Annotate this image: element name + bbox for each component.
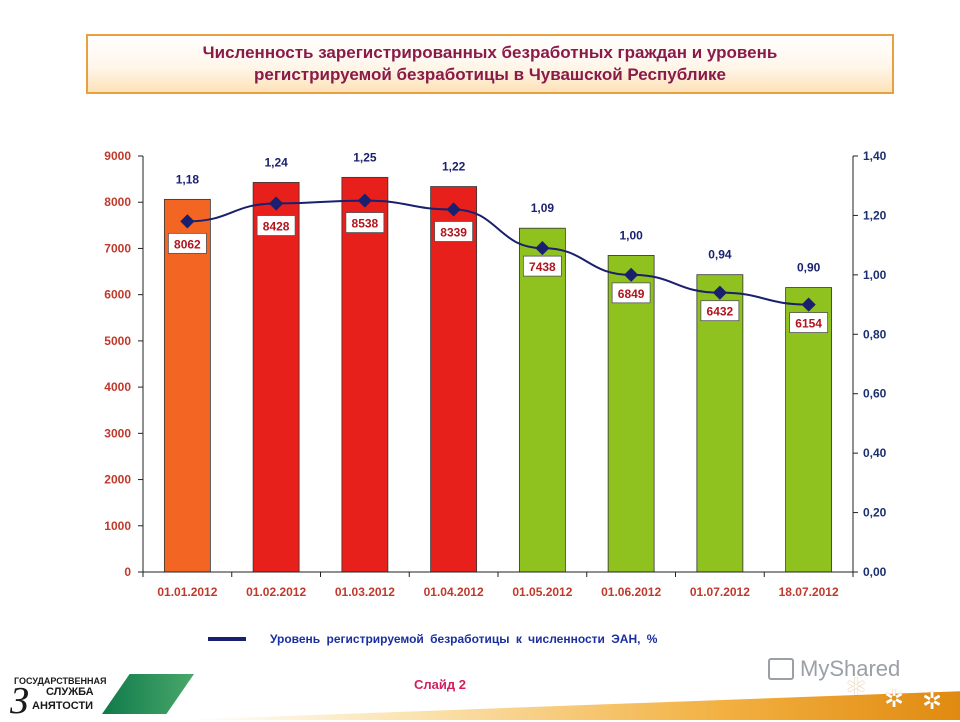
y-right-tick-label: 0,20 [863, 506, 887, 520]
line-data-label: 1,22 [442, 160, 466, 174]
y-right-tick-label: 1,40 [863, 149, 887, 163]
y-left-tick-label: 2000 [104, 473, 131, 487]
y-left-tick-label: 0 [124, 565, 131, 579]
logo-big-letter: З [10, 680, 29, 722]
bar-label-box [434, 221, 474, 242]
x-tick-label: 01.01.2012 [157, 585, 217, 599]
line-data-label: 1,24 [264, 155, 288, 169]
bar-label-box [345, 212, 385, 233]
logo-line2: СЛУЖБА [46, 686, 94, 698]
title-box: Численность зарегистрированных безработн… [86, 34, 894, 94]
line-point [269, 196, 284, 211]
y-right-tick-label: 0,80 [863, 327, 887, 341]
bar-data-label: 8538 [352, 217, 379, 231]
bar-data-label: 8428 [263, 220, 290, 234]
line-data-label: 1,18 [176, 172, 200, 186]
bar-data-label: 8339 [440, 225, 467, 239]
y-right-tick-label: 1,20 [863, 208, 887, 222]
line-point [801, 297, 816, 312]
presentation-icon [768, 658, 794, 680]
y-left-tick-label: 4000 [104, 380, 131, 394]
legend: Уровень регистрируемой безработицы к чис… [208, 630, 657, 648]
line-point [535, 241, 550, 256]
legend-swatch-line [208, 637, 246, 641]
bar-data-label: 6154 [795, 317, 822, 331]
x-tick-label: 01.04.2012 [424, 585, 484, 599]
bar [252, 182, 300, 573]
y-right-tick-label: 0,60 [863, 387, 887, 401]
logo: ГОСУДАРСТВЕННАЯ СЛУЖБА З АНЯТОСТИ [6, 668, 196, 720]
logo-stripe [102, 674, 194, 714]
bar-label-box [522, 255, 562, 277]
bar [163, 198, 211, 573]
star-icon: ✲ [884, 686, 905, 713]
y-left-tick-label: 5000 [104, 334, 131, 348]
chart-title-line1: Численность зарегистрированных безработн… [202, 43, 778, 62]
line-point [712, 285, 727, 300]
line-point [446, 202, 461, 217]
bar-data-label: 6849 [618, 287, 645, 301]
line-data-label: 0,90 [797, 261, 821, 275]
line-data-label: 1,00 [619, 228, 643, 242]
bar-data-label: 7438 [529, 260, 556, 274]
slide-label: Слайд 2 [414, 677, 466, 692]
logo-line1: ГОСУДАРСТВЕННАЯ [14, 676, 107, 686]
x-tick-label: 01.03.2012 [335, 585, 395, 599]
y-right-tick-label: 1,00 [863, 268, 887, 282]
line-point [624, 267, 639, 282]
bar [607, 255, 655, 573]
line-data-label: 1,09 [531, 201, 555, 215]
logo-line3: АНЯТОСТИ [32, 700, 94, 712]
y-left-tick-label: 8000 [104, 195, 131, 209]
bar [785, 287, 833, 573]
x-tick-label: 01.07.2012 [690, 585, 750, 599]
star-icon: ✲ [922, 688, 943, 715]
y-right-tick-label: 0,00 [863, 565, 887, 579]
bar-data-label: 8062 [174, 237, 201, 251]
bar [341, 176, 389, 573]
bar-label-box [700, 300, 740, 322]
line-point [180, 214, 195, 229]
star-icon: ✲ [846, 674, 867, 701]
bar [518, 227, 566, 573]
legend-label: Уровень регистрируемой безработицы к чис… [270, 632, 658, 646]
x-tick-label: 18.07.2012 [779, 585, 839, 599]
y-left-tick-label: 7000 [104, 241, 131, 255]
bar-data-label: 6432 [707, 305, 734, 319]
watermark-text: MyShared [800, 656, 901, 681]
x-tick-label: 01.05.2012 [512, 585, 572, 599]
y-left-tick-label: 3000 [104, 426, 131, 440]
line-point [357, 193, 372, 208]
y-left-tick-label: 6000 [104, 288, 131, 302]
bar-label-box [167, 232, 207, 254]
chart-title-line2: регистрируемой безработицы в Чувашской Р… [253, 65, 727, 84]
bar [696, 274, 744, 573]
y-right-tick-label: 0,40 [863, 446, 887, 460]
bar-label-box [256, 215, 296, 236]
watermark: MyShared [768, 656, 900, 682]
bar-label-box [611, 282, 651, 304]
line-data-label: 1,25 [353, 150, 377, 164]
x-tick-label: 01.06.2012 [601, 585, 661, 599]
line-series [187, 199, 809, 306]
y-left-tick-label: 9000 [104, 149, 131, 163]
line-data-label: 0,94 [708, 248, 732, 262]
y-left-tick-label: 1000 [104, 519, 131, 533]
x-tick-label: 01.02.2012 [246, 585, 306, 599]
bar-label-box [789, 312, 829, 333]
bar [430, 186, 478, 573]
